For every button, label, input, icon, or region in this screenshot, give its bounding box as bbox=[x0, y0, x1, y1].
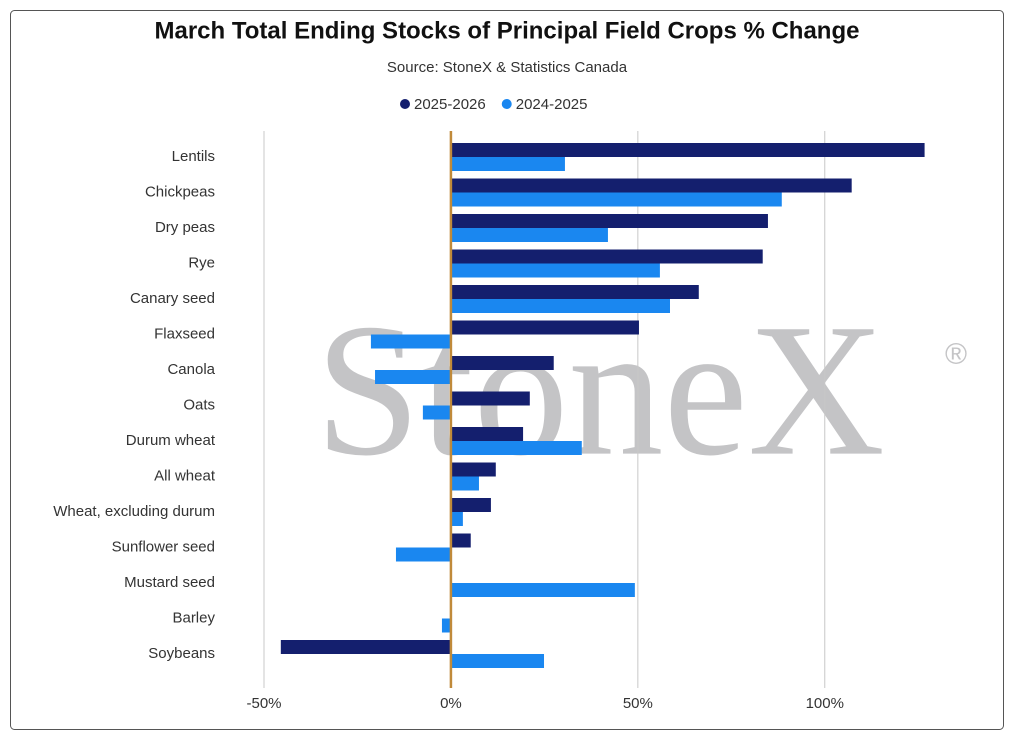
legend-marker bbox=[400, 99, 410, 109]
y-tick-label: Lentils bbox=[172, 148, 215, 165]
bar bbox=[450, 512, 463, 526]
bar bbox=[450, 391, 530, 406]
bar bbox=[450, 214, 768, 228]
bar bbox=[450, 427, 524, 441]
y-tick-label: Soybeans bbox=[148, 645, 215, 662]
watermark-mark: ® bbox=[945, 338, 967, 371]
watermark: StoneX bbox=[315, 286, 885, 496]
bar bbox=[450, 249, 763, 264]
y-tick-label: Durum wheat bbox=[126, 432, 216, 449]
y-tick-label: Mustard seed bbox=[124, 574, 215, 591]
bar bbox=[280, 640, 451, 654]
y-tick-label: Sunflower seed bbox=[112, 538, 215, 555]
chart-title: March Total Ending Stocks of Principal F… bbox=[155, 17, 860, 44]
bar bbox=[450, 462, 496, 477]
bar bbox=[450, 143, 925, 157]
legend-label: 2024-2025 bbox=[516, 96, 588, 113]
y-tick-label: Dry peas bbox=[155, 219, 215, 236]
y-tick-label: Canola bbox=[167, 361, 215, 378]
y-tick-label: Canary seed bbox=[130, 290, 215, 307]
bar bbox=[450, 228, 608, 242]
bar bbox=[450, 476, 479, 491]
x-tick-label: 50% bbox=[623, 695, 653, 712]
x-tick-label: 0% bbox=[440, 695, 462, 712]
bar bbox=[450, 583, 635, 597]
bar bbox=[370, 334, 451, 349]
y-tick-label: Flaxseed bbox=[154, 325, 215, 342]
legend-marker bbox=[501, 99, 512, 109]
y-tick-label: Oats bbox=[183, 396, 215, 413]
bar bbox=[450, 263, 660, 278]
y-tick-label: Chickpeas bbox=[145, 183, 215, 200]
y-tick-label: Wheat, excluding durum bbox=[53, 503, 215, 520]
bar bbox=[450, 178, 852, 193]
bar bbox=[395, 547, 451, 562]
bar bbox=[450, 498, 491, 512]
bar bbox=[450, 320, 639, 335]
bar bbox=[422, 405, 451, 420]
chart-subtitle: Source: StoneX & Statistics Canada bbox=[387, 59, 628, 76]
bar bbox=[450, 356, 554, 370]
bar bbox=[441, 618, 451, 633]
watermark-group: StoneX ® bbox=[315, 286, 967, 496]
x-tick-label: 100% bbox=[806, 695, 844, 712]
bar bbox=[375, 370, 451, 384]
bar bbox=[450, 299, 670, 313]
y-tick-label: All wheat bbox=[154, 467, 216, 484]
bar bbox=[450, 192, 782, 207]
bar bbox=[450, 441, 582, 455]
legend-label: 2025-2026 bbox=[414, 96, 486, 113]
y-tick-label: Barley bbox=[172, 609, 215, 626]
bar bbox=[450, 533, 471, 548]
x-tick-label: -50% bbox=[246, 695, 281, 712]
bar bbox=[450, 285, 699, 299]
bar bbox=[450, 157, 565, 171]
bar bbox=[450, 654, 545, 668]
y-tick-label: Rye bbox=[188, 254, 215, 271]
